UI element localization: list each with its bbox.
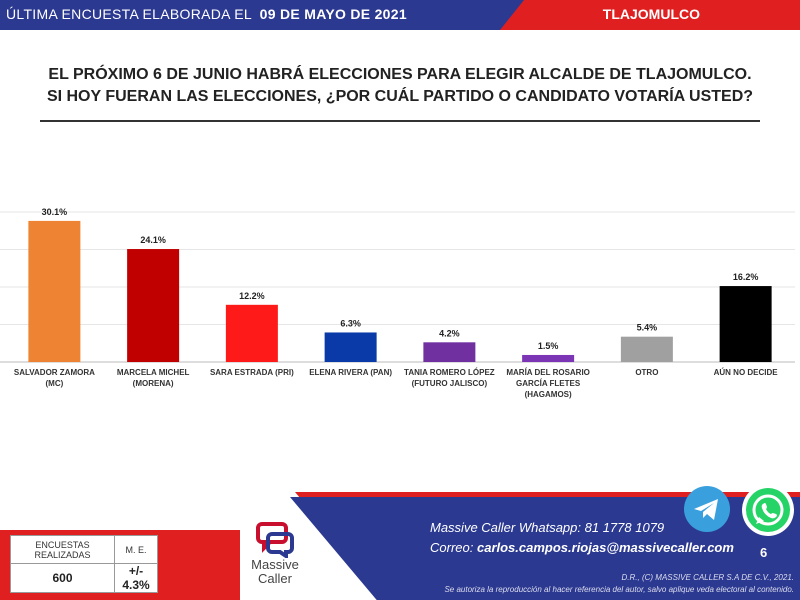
survey-date-label: ÚLTIMA ENCUESTA ELABORADA EL 09 DE MAYO … <box>6 6 407 22</box>
whatsapp-icon[interactable] <box>742 484 794 536</box>
data-label-3: 6.3% <box>340 318 361 328</box>
stats-margin-header: M. E. <box>114 535 158 564</box>
category-label-6-0: OTRO <box>635 368 658 377</box>
category-label-0-1: (MC) <box>45 379 63 388</box>
survey-question: EL PRÓXIMO 6 DE JUNIO HABRÁ ELECCIONES P… <box>40 64 760 108</box>
bar-6 <box>620 336 673 362</box>
footer-red-strip <box>295 492 800 498</box>
email-contact: Correo: carlos.campos.riojas@massivecall… <box>430 540 734 555</box>
header-bar: ÚLTIMA ENCUESTA ELABORADA EL 09 DE MAYO … <box>0 0 800 30</box>
category-label-2-0: SARA ESTRADA (PRI) <box>210 368 294 377</box>
survey-date: 09 DE MAYO DE 2021 <box>259 6 407 22</box>
stats-count-value: 600 <box>9 563 116 593</box>
page-number: 6 <box>760 545 768 560</box>
email-label: Correo: <box>430 540 474 555</box>
logo-icon <box>256 520 294 560</box>
bar-2 <box>225 304 278 362</box>
stats-margin-value: +/- 4.3% <box>114 563 158 593</box>
survey-prefix: ÚLTIMA ENCUESTA ELABORADA EL <box>6 6 252 22</box>
bar-5 <box>522 354 575 362</box>
data-label-6: 5.4% <box>637 323 658 333</box>
category-label-5-1: GARCÍA FLETES <box>516 379 581 388</box>
category-label-3-0: ELENA RIVERA (PAN) <box>309 368 392 377</box>
region-title: TLAJOMULCO <box>602 6 700 22</box>
category-label-4-0: TANIA ROMERO LÓPEZ <box>404 368 495 377</box>
copyright-line: D.R., (C) MASSIVE CALLER S.A DE C.V., 20… <box>621 573 795 582</box>
survey-stats-table: ENCUESTAS REALIZADAS M. E. 600 +/- 4.3% <box>9 535 158 593</box>
telegram-icon[interactable] <box>684 486 730 532</box>
category-label-5-2: (HAGAMOS) <box>525 390 572 399</box>
category-label-0-0: SALVADOR ZAMORA <box>14 368 95 377</box>
reproduction-notice: Se autoriza la reproducción al hacer ref… <box>444 585 794 594</box>
header-red-banner <box>500 0 800 30</box>
stats-count-header: ENCUESTAS REALIZADAS <box>9 535 116 564</box>
bar-7 <box>719 286 772 362</box>
category-label-1-1: (MORENA) <box>133 379 174 388</box>
bar-3 <box>324 332 377 362</box>
vote-intention-bar-chart: 30.1% SALVADOR ZAMORA (MC) 24.1% MARCELA MIC… <box>0 207 795 399</box>
question-line-1: EL PRÓXIMO 6 DE JUNIO HABRÁ ELECCIONES P… <box>48 66 752 83</box>
data-label-5: 1.5% <box>538 341 559 351</box>
divider-line <box>40 120 760 122</box>
whatsapp-label: Massive Caller Whatsapp: <box>430 520 581 535</box>
whatsapp-number: 81 1778 1079 <box>584 520 665 535</box>
whatsapp-contact: Massive Caller Whatsapp: 81 1778 1079 <box>430 520 664 535</box>
massive-caller-logo: Massive Caller <box>242 520 308 586</box>
category-label-5-0: MARÍA DEL ROSARIO <box>506 368 590 377</box>
question-line-2: SI HOY FUERAN LAS ELECCIONES, ¿POR CUÁL … <box>46 88 754 105</box>
bar-4 <box>423 342 476 362</box>
data-label-1: 24.1% <box>140 235 166 245</box>
bar-0 <box>28 220 81 362</box>
data-label-7: 16.2% <box>733 272 759 282</box>
data-label-0: 30.1% <box>42 207 68 217</box>
category-label-1-0: MARCELA MICHEL <box>117 368 190 377</box>
logo-line-1: Massive <box>251 557 299 572</box>
category-label-7-0: AÚN NO DECIDE <box>714 368 779 377</box>
email-address: carlos.campos.riojas@massivecaller.com <box>476 540 734 555</box>
category-label-4-1: (FUTURO JALISCO) <box>412 379 488 388</box>
data-label-4: 4.2% <box>439 328 460 338</box>
bar-1 <box>127 249 180 362</box>
logo-line-2: Caller <box>258 571 292 586</box>
data-label-2: 12.2% <box>239 291 265 301</box>
